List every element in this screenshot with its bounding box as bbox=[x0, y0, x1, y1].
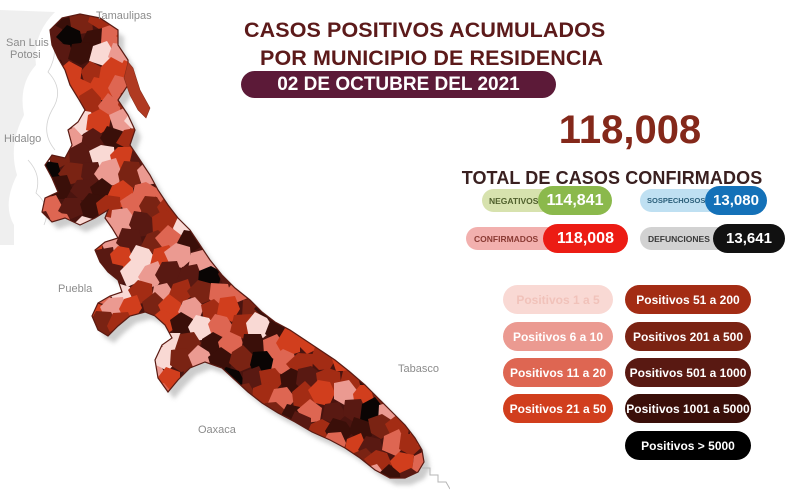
svg-text:Tamaulipas: Tamaulipas bbox=[96, 10, 152, 22]
svg-text:Oaxaca: Oaxaca bbox=[198, 424, 237, 436]
svg-text:San Luis: San Luis bbox=[6, 37, 49, 49]
svg-text:Tabasco: Tabasco bbox=[398, 363, 439, 375]
svg-text:Potosi: Potosi bbox=[10, 49, 41, 61]
svg-text:Puebla: Puebla bbox=[58, 283, 93, 295]
svg-text:Hidalgo: Hidalgo bbox=[4, 133, 41, 145]
